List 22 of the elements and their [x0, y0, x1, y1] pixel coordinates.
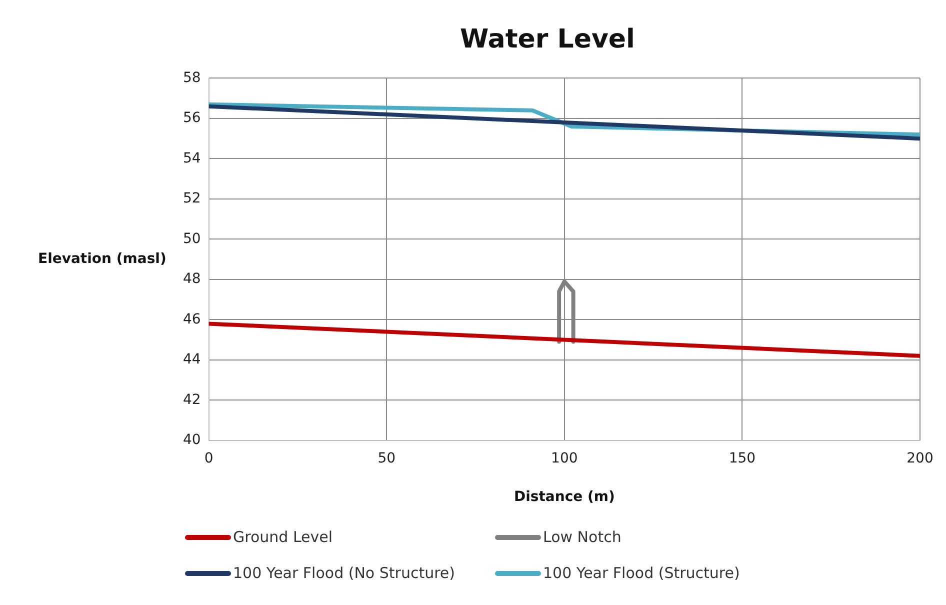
x-tick-label: 150: [728, 450, 756, 466]
legend-label: Low Notch: [543, 528, 622, 546]
y-tick-label: 56: [182, 110, 201, 126]
y-tick-label: 52: [182, 190, 201, 207]
y-tick-label: 42: [182, 392, 201, 408]
y-axis-title: Elevation (masl): [38, 250, 166, 267]
legend-label: 100 Year Flood (No Structure): [233, 564, 456, 582]
x-axis-title: Distance (m): [514, 489, 615, 506]
y-tick-label: 44: [182, 352, 201, 368]
x-tick-label: 50: [378, 450, 396, 466]
x-tick-label: 200: [906, 450, 934, 466]
y-tick-label: 46: [182, 311, 201, 328]
x-tick-label: 0: [204, 450, 214, 466]
y-tick-label: 48: [182, 271, 201, 288]
y-tick-label: 58: [182, 70, 201, 86]
x-tick-label: 100: [551, 450, 578, 466]
y-tick-label: 50: [182, 230, 201, 247]
chart-title: Water Level: [460, 24, 635, 54]
y-tick-label: 54: [182, 150, 201, 166]
y-tick-label: 40: [182, 432, 201, 448]
legend-label: 100 Year Flood (Structure): [543, 564, 740, 582]
legend-label: Ground Level: [233, 528, 333, 546]
